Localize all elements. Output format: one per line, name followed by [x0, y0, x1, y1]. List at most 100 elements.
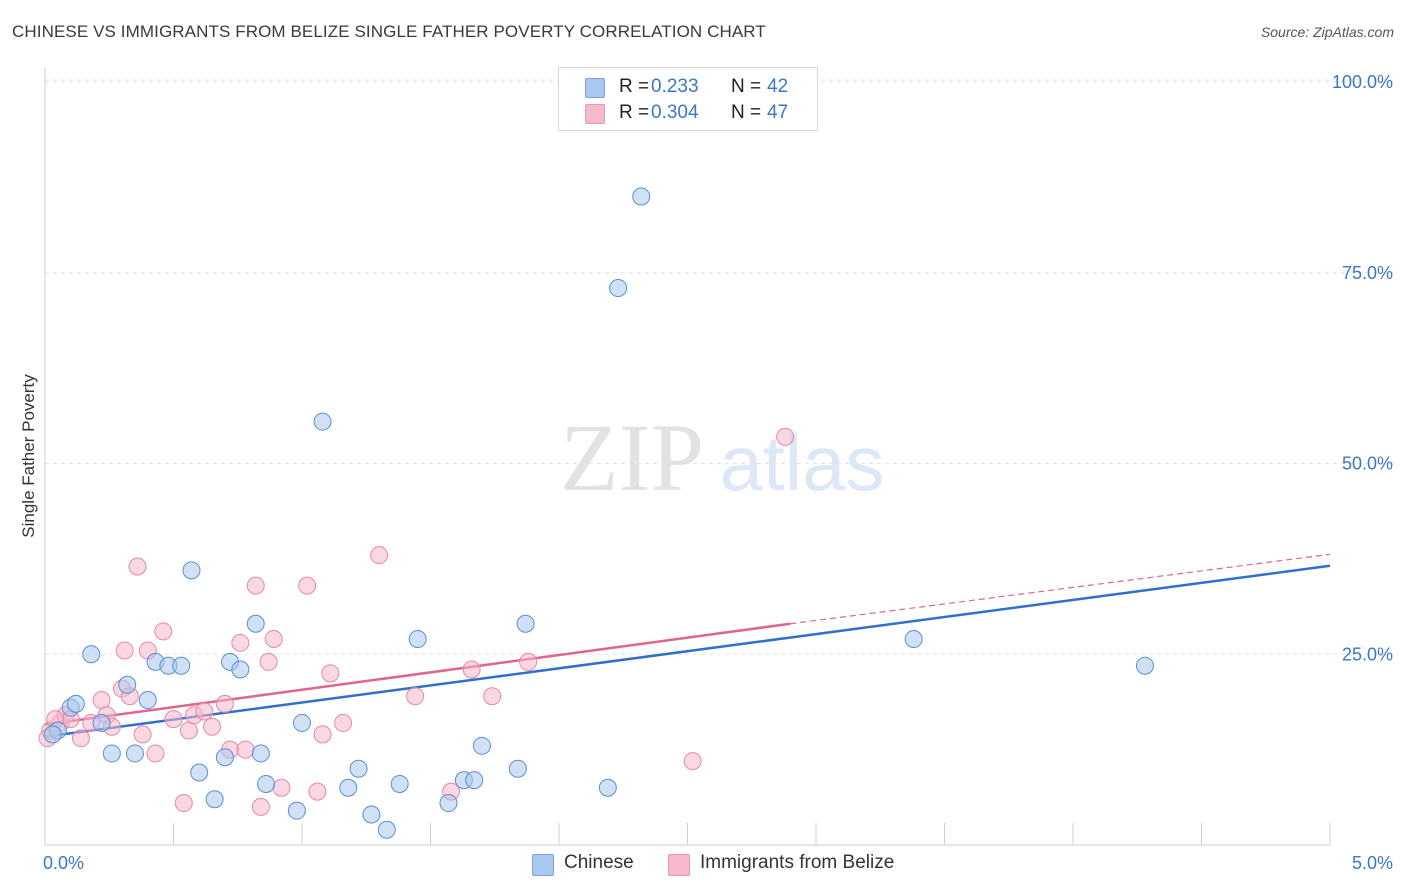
legend-swatch-chinese	[585, 78, 605, 98]
chart-title: CHINESE VS IMMIGRANTS FROM BELIZE SINGLE…	[12, 22, 766, 41]
legend-stats: R = 0.233 N = 42 R = 0.304 N = 47	[558, 67, 818, 131]
data-point-chinese	[205, 790, 224, 809]
legend-n-label: N =	[731, 76, 762, 97]
data-point-belize	[370, 546, 389, 565]
data-point-belize	[272, 778, 291, 797]
legend-r-label: R =	[619, 102, 650, 123]
source-label: Source: ZipAtlas.com	[1260, 24, 1394, 40]
data-point-chinese	[138, 691, 157, 710]
data-point-belize	[462, 660, 481, 679]
watermark-zip: ZIP	[560, 404, 704, 511]
data-point-chinese	[516, 614, 535, 633]
data-point-belize	[174, 794, 193, 813]
axis-layer: 100.0% 75.0% 50.0% 25.0% 0.0% 5.0%	[43, 68, 1393, 873]
data-point-belize	[519, 652, 538, 671]
y-tick-label: 100.0%	[1332, 72, 1393, 92]
data-point-chinese	[102, 744, 121, 763]
data-point-belize	[259, 652, 278, 671]
data-point-belize	[298, 576, 317, 595]
data-point-chinese	[377, 820, 396, 839]
legend-swatch-belize	[668, 854, 690, 876]
data-point-chinese	[408, 630, 427, 649]
data-point-belize	[231, 633, 250, 652]
data-point-chinese	[66, 694, 85, 713]
data-point-chinese	[182, 561, 201, 580]
data-point-chinese	[472, 736, 491, 755]
data-point-belize	[164, 710, 183, 729]
data-point-belize	[154, 622, 173, 641]
data-point-belize	[776, 427, 795, 446]
data-point-chinese	[215, 748, 234, 767]
data-point-chinese	[1135, 656, 1154, 675]
data-point-belize	[236, 740, 255, 759]
legend-r-value: 0.233	[651, 76, 699, 97]
data-point-chinese	[92, 713, 111, 732]
legend-n-value: 47	[767, 102, 789, 123]
data-point-chinese	[293, 713, 311, 732]
data-point-belize	[92, 691, 111, 710]
y-tick-label: 50.0%	[1342, 454, 1393, 474]
data-point-belize	[321, 664, 340, 683]
legend-r-value: 0.304	[651, 102, 699, 123]
legend-label-belize: Immigrants from Belize	[700, 852, 895, 873]
data-point-belize	[195, 702, 214, 721]
data-point-chinese	[904, 630, 923, 649]
data-point-chinese	[313, 412, 332, 431]
data-point-belize	[251, 797, 270, 816]
legend-label-chinese: Chinese	[564, 852, 634, 873]
data-point-chinese	[390, 774, 409, 793]
trendline-chinese	[44, 564, 1331, 738]
data-point-chinese	[257, 774, 276, 793]
data-point-belize	[215, 694, 234, 713]
data-point-chinese	[172, 656, 191, 675]
data-point-belize	[128, 557, 147, 576]
data-point-belize	[133, 725, 152, 744]
data-point-chinese	[118, 675, 137, 694]
x-tick-label: 0.0%	[43, 853, 84, 873]
legend-r-label: R =	[619, 76, 650, 97]
legend-swatch-chinese	[532, 854, 554, 876]
data-point-chinese	[465, 771, 484, 790]
data-point-chinese	[609, 279, 628, 298]
data-point-chinese	[362, 805, 381, 824]
data-point-belize	[308, 782, 327, 801]
trendline-belize-extension	[790, 553, 1331, 625]
data-point-belize	[71, 729, 90, 748]
trendline-belize	[44, 622, 791, 726]
data-point-belize	[246, 576, 265, 595]
data-point-chinese	[349, 759, 368, 778]
data-point-chinese	[251, 744, 270, 763]
data-point-chinese	[508, 759, 527, 778]
data-point-belize	[334, 713, 353, 732]
data-point-belize	[313, 725, 332, 744]
data-point-belize	[146, 744, 165, 763]
data-point-belize	[179, 721, 198, 740]
data-point-chinese	[125, 744, 144, 763]
grid-layer	[45, 79, 1395, 655]
watermark: ZIP atlas	[560, 404, 884, 511]
legend-swatch-belize	[585, 104, 605, 124]
x-tick-label: 5.0%	[1352, 853, 1393, 873]
data-point-chinese	[339, 778, 358, 797]
y-tick-label: 25.0%	[1342, 644, 1393, 664]
data-point-belize	[683, 752, 702, 771]
data-point-belize	[406, 687, 425, 706]
watermark-atlas: atlas	[720, 419, 885, 507]
data-point-chinese	[287, 801, 306, 820]
data-point-chinese	[231, 660, 250, 679]
data-point-chinese	[439, 794, 458, 813]
data-point-chinese	[632, 187, 651, 206]
data-point-chinese	[598, 778, 617, 797]
data-point-belize	[115, 641, 134, 660]
data-point-chinese	[82, 645, 101, 664]
points-layer	[38, 187, 1154, 839]
data-point-belize	[203, 717, 222, 736]
data-point-belize	[483, 687, 502, 706]
data-point-chinese	[43, 725, 62, 744]
data-point-belize	[264, 630, 283, 649]
data-point-chinese	[190, 763, 209, 782]
legend-n-value: 42	[767, 76, 789, 97]
legend-n-label: N =	[731, 102, 762, 123]
data-point-chinese	[246, 614, 265, 633]
